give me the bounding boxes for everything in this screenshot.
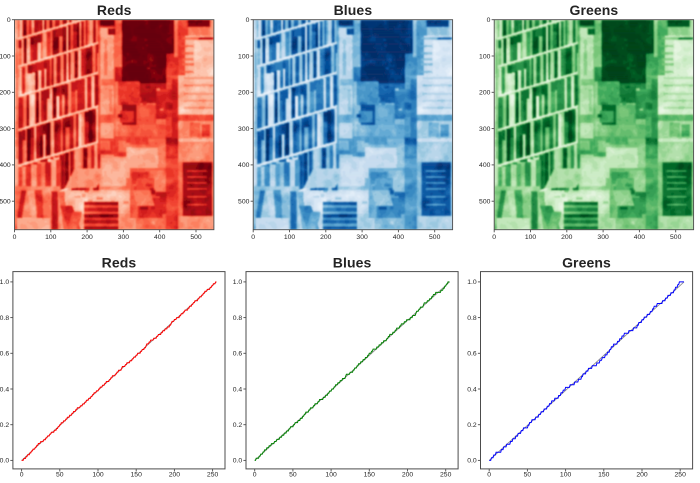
svg-text:1.0: 1.0 [467, 279, 477, 286]
svg-text:0.8: 0.8 [233, 315, 243, 322]
svg-text:0.6: 0.6 [467, 351, 477, 358]
svg-text:100: 100 [45, 234, 57, 241]
svg-text:200: 200 [169, 471, 181, 478]
svg-text:1.0: 1.0 [233, 279, 243, 286]
svg-text:200: 200 [561, 234, 573, 241]
svg-text:0: 0 [7, 17, 11, 24]
svg-text:100: 100 [325, 471, 337, 478]
svg-text:400: 400 [0, 162, 11, 169]
svg-text:200: 200 [636, 471, 648, 478]
svg-text:400: 400 [238, 162, 250, 169]
svg-text:300: 300 [356, 234, 368, 241]
svg-text:0: 0 [251, 234, 255, 241]
svg-text:0.4: 0.4 [467, 386, 477, 393]
svg-text:200: 200 [320, 234, 332, 241]
svg-text:Blues: Blues [333, 255, 372, 271]
svg-text:1.0: 1.0 [0, 279, 9, 286]
svg-text:0.2: 0.2 [467, 422, 477, 429]
svg-text:0.2: 0.2 [0, 422, 9, 429]
svg-text:300: 300 [238, 126, 250, 133]
svg-text:Greens: Greens [562, 255, 611, 271]
svg-text:100: 100 [525, 234, 537, 241]
svg-text:0: 0 [487, 471, 491, 478]
svg-text:0: 0 [253, 471, 257, 478]
svg-text:100: 100 [284, 234, 296, 241]
svg-text:500: 500 [190, 234, 202, 241]
svg-text:0.8: 0.8 [0, 315, 9, 322]
svg-text:Blues: Blues [334, 2, 373, 18]
svg-text:200: 200 [81, 234, 93, 241]
svg-text:0.0: 0.0 [233, 458, 243, 465]
svg-text:0.4: 0.4 [233, 386, 243, 393]
svg-text:400: 400 [393, 234, 405, 241]
svg-text:500: 500 [0, 199, 11, 206]
svg-text:250: 250 [207, 471, 219, 478]
svg-text:0.0: 0.0 [0, 458, 9, 465]
svg-text:300: 300 [479, 126, 491, 133]
svg-text:400: 400 [154, 234, 166, 241]
svg-text:0: 0 [20, 471, 24, 478]
svg-text:0.6: 0.6 [0, 351, 9, 358]
svg-text:100: 100 [560, 471, 572, 478]
svg-text:200: 200 [238, 90, 250, 97]
svg-text:0.8: 0.8 [467, 315, 477, 322]
svg-text:200: 200 [0, 90, 11, 97]
svg-text:100: 100 [0, 53, 11, 60]
svg-text:150: 150 [598, 471, 610, 478]
svg-text:50: 50 [289, 471, 297, 478]
svg-text:400: 400 [479, 162, 491, 169]
svg-text:0: 0 [246, 17, 250, 24]
svg-text:Greens: Greens [569, 2, 618, 18]
svg-text:200: 200 [479, 90, 491, 97]
svg-text:500: 500 [670, 234, 682, 241]
svg-text:200: 200 [402, 471, 414, 478]
svg-text:150: 150 [131, 471, 143, 478]
svg-text:100: 100 [238, 53, 250, 60]
svg-text:Reds: Reds [97, 2, 132, 18]
svg-text:250: 250 [440, 471, 452, 478]
svg-text:300: 300 [118, 234, 130, 241]
svg-text:50: 50 [56, 471, 64, 478]
svg-text:150: 150 [364, 471, 376, 478]
svg-text:500: 500 [479, 199, 491, 206]
svg-text:0.6: 0.6 [233, 351, 243, 358]
svg-text:500: 500 [429, 234, 441, 241]
svg-text:Reds: Reds [102, 255, 137, 271]
svg-text:0: 0 [13, 234, 17, 241]
svg-text:400: 400 [634, 234, 646, 241]
svg-text:500: 500 [238, 199, 250, 206]
svg-text:0: 0 [492, 234, 496, 241]
svg-text:250: 250 [675, 471, 687, 478]
svg-text:0: 0 [487, 17, 491, 24]
svg-text:0.2: 0.2 [233, 422, 243, 429]
svg-text:0.4: 0.4 [0, 386, 9, 393]
svg-text:0.0: 0.0 [467, 458, 477, 465]
svg-text:100: 100 [92, 471, 104, 478]
svg-text:300: 300 [0, 126, 11, 133]
svg-text:300: 300 [597, 234, 609, 241]
svg-text:100: 100 [479, 53, 491, 60]
svg-text:50: 50 [524, 471, 532, 478]
